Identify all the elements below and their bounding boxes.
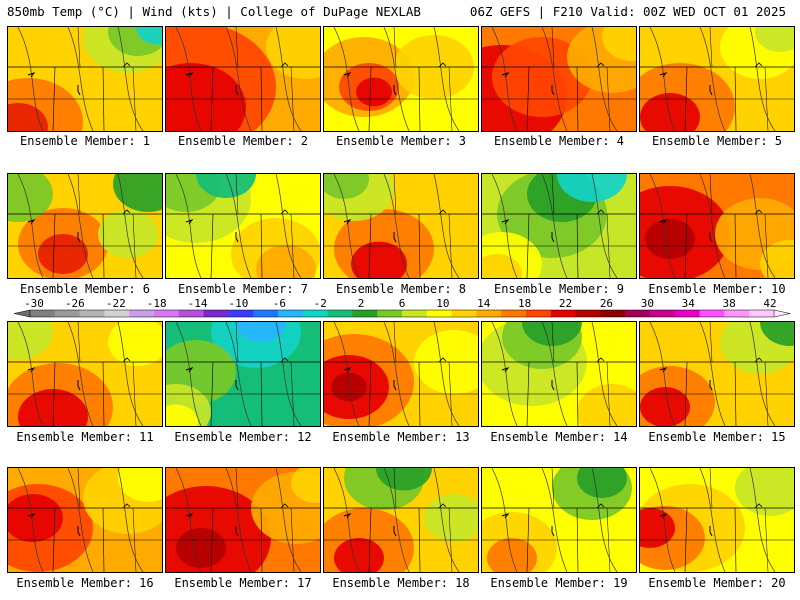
colorbar-tick-label: 38	[722, 297, 735, 310]
colorbar-swatch	[79, 310, 105, 317]
colorbar-swatch	[749, 310, 775, 317]
colorbar-swatch	[278, 310, 304, 317]
colorbar-swatch	[650, 310, 676, 317]
header-run-info: 06Z GEFS | F210 Valid: 00Z WED OCT 01 20…	[469, 4, 786, 19]
ensemble-member-label-5: Ensemble Member: 5	[651, 134, 783, 148]
ensemble-member-label-9: Ensemble Member: 9	[493, 282, 625, 296]
colorbar-tick-label: 22	[559, 297, 572, 310]
ensemble-member-label-1: Ensemble Member: 1	[19, 134, 151, 148]
header-title: 850mb Temp (°C) | Wind (kts) | College o…	[7, 4, 421, 19]
colorbar-tick-label: 30	[641, 297, 654, 310]
colorbar-tick-label: 26	[600, 297, 613, 310]
ensemble-member-map-17	[165, 467, 321, 573]
ensemble-member-label-2: Ensemble Member: 2	[177, 134, 309, 148]
ensemble-member-label-3: Ensemble Member: 3	[335, 134, 467, 148]
ensemble-member-map-20	[639, 467, 795, 573]
colorbar-swatch	[451, 310, 477, 317]
colorbar-swatch	[327, 310, 353, 317]
ensemble-member-label-20: Ensemble Member: 20	[648, 576, 786, 590]
colorbar-swatch	[377, 310, 403, 317]
ensemble-member-map-1	[7, 26, 163, 132]
ensemble-member-label-10: Ensemble Member: 10	[648, 282, 786, 296]
colorbar-tick-label: 14	[477, 297, 491, 310]
colorbar-tick-label: 2	[358, 297, 365, 310]
colorbar-swatch	[302, 310, 329, 317]
ensemble-member-label-18: Ensemble Member: 18	[332, 576, 470, 590]
temperature-colorbar: -30 -26 -22 -18 -14 -10 -6 -2 2 6 10 14 18 22 26 30 34 38…	[13, 297, 791, 318]
ensemble-member-map-13	[323, 321, 479, 427]
colorbar-tick-label: 18	[518, 297, 531, 310]
colorbar-swatch	[253, 310, 279, 317]
colorbar-tick-label: 6	[399, 297, 406, 310]
ensemble-member-label-15: Ensemble Member: 15	[648, 430, 786, 444]
colorbar-swatch	[526, 310, 552, 317]
colorbar-high-arrow	[773, 309, 791, 318]
colorbar-tick-label: -6	[273, 297, 286, 310]
ensemble-member-map-3	[323, 26, 479, 132]
colorbar-swatch	[129, 310, 155, 317]
colorbar-swatch	[550, 310, 577, 317]
colorbar-tick-label: -30	[24, 297, 44, 310]
colorbar-swatch	[674, 310, 701, 317]
ensemble-member-label-11: Ensemble Member: 11	[16, 430, 154, 444]
colorbar-swatch	[352, 310, 378, 317]
ensemble-member-label-4: Ensemble Member: 4	[493, 134, 625, 148]
colorbar-swatch	[575, 310, 601, 317]
colorbar-swatch	[699, 310, 725, 317]
ensemble-member-map-10	[639, 173, 795, 279]
ensemble-member-map-5	[639, 26, 795, 132]
colorbar-swatch	[724, 310, 750, 317]
colorbar-swatch	[30, 310, 56, 317]
ensemble-member-map-15	[639, 321, 795, 427]
ensemble-member-map-16	[7, 467, 163, 573]
ensemble-member-map-6	[7, 173, 163, 279]
colorbar-swatch	[402, 310, 428, 317]
colorbar-swatch	[600, 310, 626, 317]
colorbar-tick-label: -10	[229, 297, 249, 310]
ensemble-member-map-18	[323, 467, 479, 573]
colorbar-swatch	[54, 310, 81, 317]
colorbar-swatch	[228, 310, 254, 317]
colorbar-swatch	[426, 310, 453, 317]
ensemble-member-label-19: Ensemble Member: 19	[490, 576, 628, 590]
ensemble-member-map-12	[165, 321, 321, 427]
ensemble-member-map-11	[7, 321, 163, 427]
colorbar-tick-label: -22	[106, 297, 126, 310]
colorbar-tick-label: 10	[436, 297, 449, 310]
ensemble-member-label-14: Ensemble Member: 14	[490, 430, 628, 444]
ensemble-member-label-8: Ensemble Member: 8	[335, 282, 467, 296]
ensemble-member-map-14	[481, 321, 637, 427]
ensemble-member-map-9	[481, 173, 637, 279]
colorbar-swatch	[178, 310, 205, 317]
ensemble-member-map-8	[323, 173, 479, 279]
ensemble-member-map-19	[481, 467, 637, 573]
colorbar-tick-label: 42	[763, 297, 776, 310]
colorbar-swatch	[501, 310, 527, 317]
colorbar-low-arrow	[13, 309, 31, 318]
colorbar-tick-label: -2	[314, 297, 327, 310]
colorbar-swatch	[154, 310, 180, 317]
colorbar-tick-label: -26	[65, 297, 85, 310]
colorbar-tick-label: -18	[147, 297, 167, 310]
colorbar-swatch	[476, 310, 502, 317]
ensemble-member-map-4	[481, 26, 637, 132]
ensemble-member-label-6: Ensemble Member: 6	[19, 282, 151, 296]
ensemble-member-label-16: Ensemble Member: 16	[16, 576, 154, 590]
colorbar-swatch	[104, 310, 130, 317]
colorbar-tick-label: -14	[188, 297, 208, 310]
colorbar-tick-label: 34	[682, 297, 696, 310]
ensemble-member-map-7	[165, 173, 321, 279]
ensemble-member-label-12: Ensemble Member: 12	[174, 430, 312, 444]
colorbar-swatch	[203, 310, 229, 317]
colorbar-swatch	[625, 310, 651, 317]
ensemble-member-label-17: Ensemble Member: 17	[174, 576, 312, 590]
ensemble-member-label-7: Ensemble Member: 7	[177, 282, 309, 296]
ensemble-member-map-2	[165, 26, 321, 132]
ensemble-member-label-13: Ensemble Member: 13	[332, 430, 470, 444]
